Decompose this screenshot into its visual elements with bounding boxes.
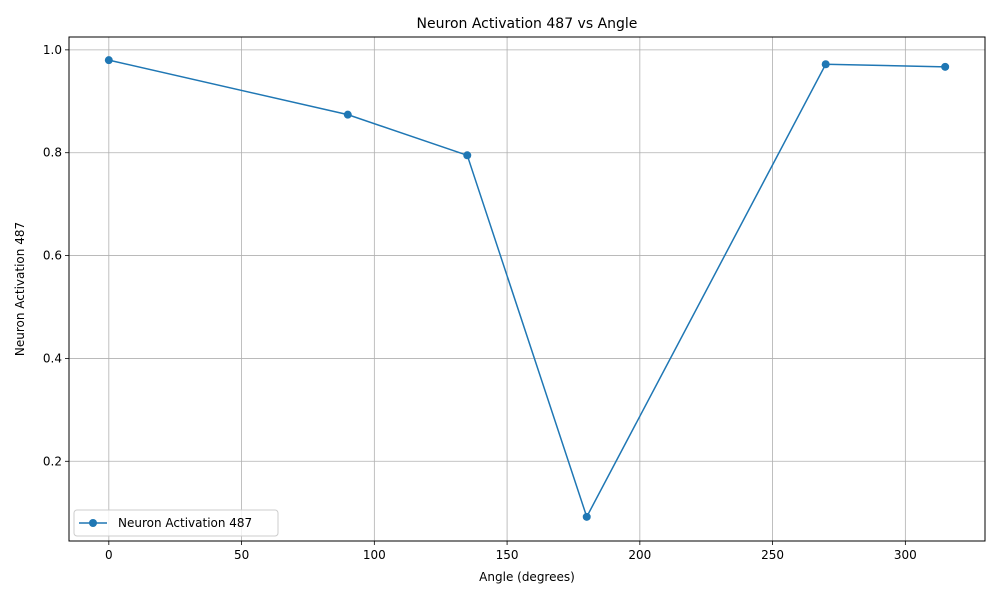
series-line — [108, 59, 946, 519]
x-tick-label: 50 — [234, 548, 249, 562]
data-point — [343, 110, 352, 119]
x-axis-ticks: 0 50 100 150 200 250 300 — [105, 541, 917, 562]
data-point — [463, 151, 472, 160]
chart-title: Neuron Activation 487 vs Angle — [417, 16, 638, 32]
y-axis-label: Neuron Activation 487 — [13, 222, 27, 356]
data-point — [941, 62, 950, 71]
data-point — [582, 512, 591, 521]
series-layer — [104, 56, 950, 521]
y-axis-ticks: 0.2 0.4 0.6 0.8 1.0 — [43, 43, 69, 468]
legend-marker-sample — [89, 519, 97, 527]
x-tick-label: 0 — [105, 548, 113, 562]
y-tick-label: 0.2 — [43, 454, 62, 468]
y-tick-label: 0.6 — [43, 249, 62, 263]
legend-box — [73, 509, 279, 537]
y-tick-label: 1.0 — [43, 43, 62, 57]
grid — [69, 37, 985, 541]
y-tick-label: 0.4 — [43, 351, 62, 365]
x-tick-label: 300 — [894, 548, 917, 562]
data-point — [104, 56, 113, 65]
plot-area-frame — [68, 36, 986, 542]
legend-entry-label: Neuron Activation 487 — [118, 516, 252, 530]
x-tick-label: 100 — [363, 548, 386, 562]
x-tick-label: 250 — [761, 548, 784, 562]
legend: Neuron Activation 487 — [73, 509, 279, 537]
data-point — [821, 60, 830, 69]
y-tick-label: 0.8 — [43, 146, 62, 160]
x-tick-label: 200 — [628, 548, 651, 562]
x-tick-label: 150 — [496, 548, 519, 562]
x-axis-label: Angle (degrees) — [479, 570, 575, 584]
